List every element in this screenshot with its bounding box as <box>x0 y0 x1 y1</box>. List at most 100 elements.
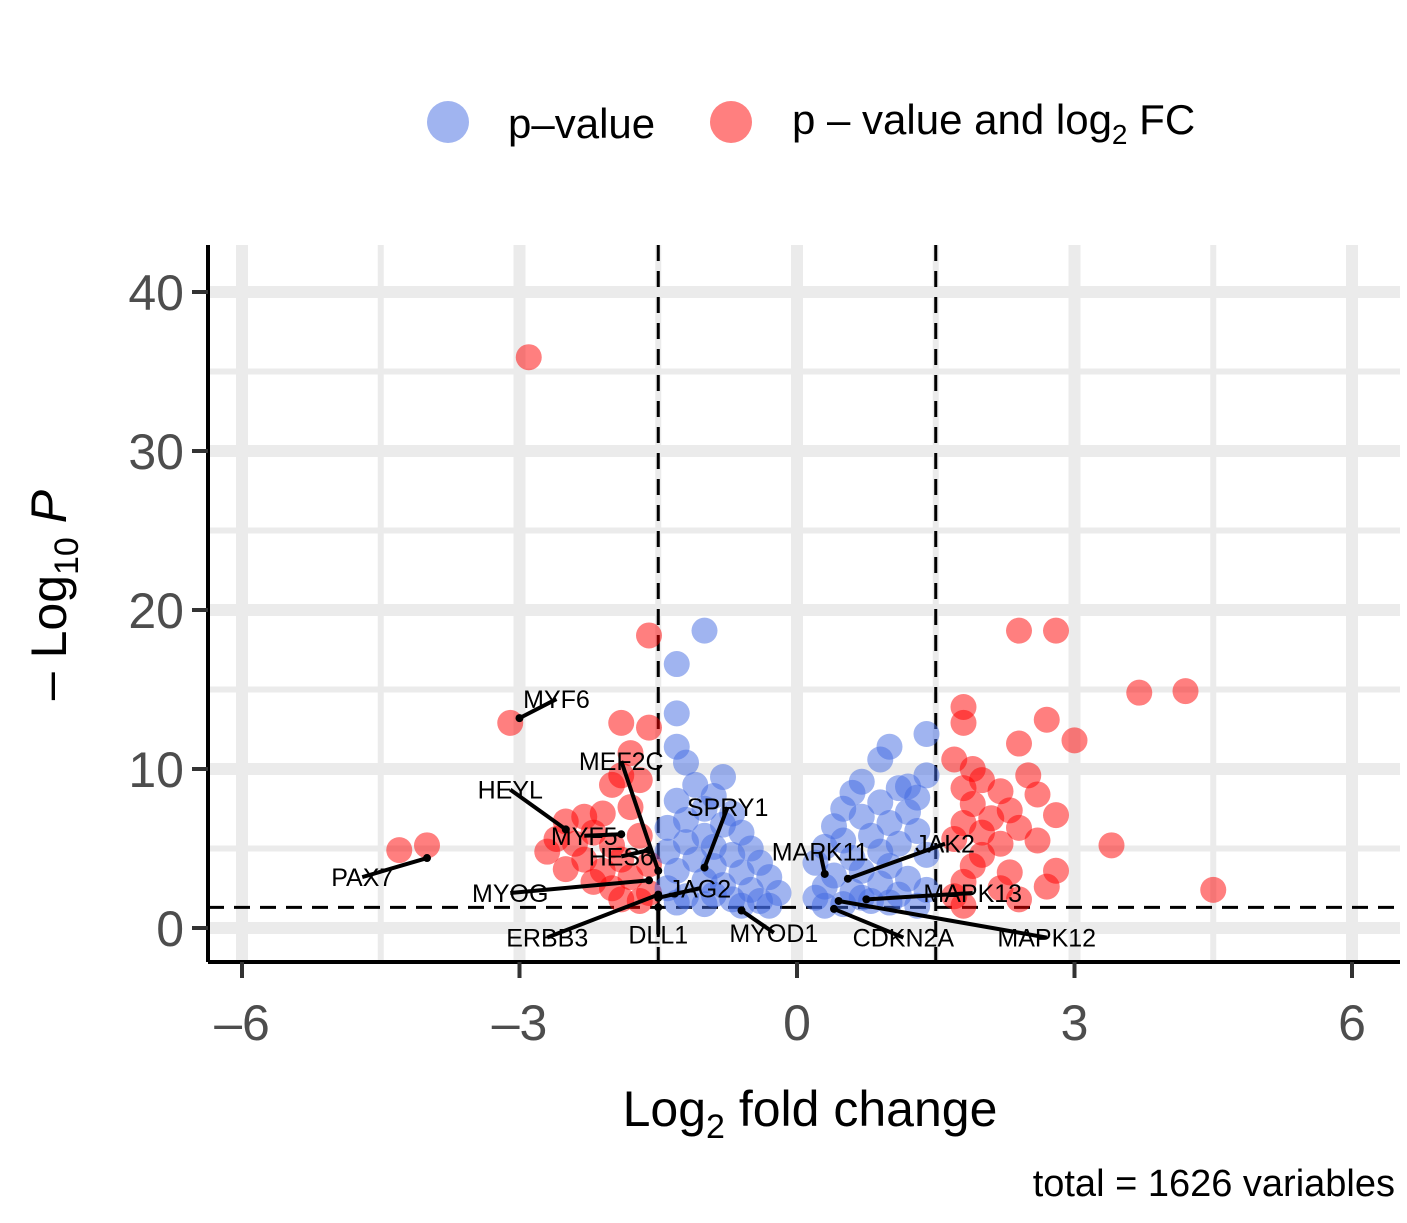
gene-label: MYF6 <box>523 686 590 714</box>
label-connector <box>866 891 973 902</box>
label-anchor-dot <box>843 874 852 883</box>
label-anchor-dot <box>830 904 838 913</box>
point-p-value <box>811 892 838 919</box>
point-p-value-and-fc <box>1006 617 1032 644</box>
point-p-value-and-fc <box>599 771 625 798</box>
point-p-value-and-fc <box>950 892 977 919</box>
x-axis-title: Log2 fold change <box>623 1081 998 1146</box>
point-p-value-and-fc <box>1033 873 1060 900</box>
label-anchor-dot <box>645 876 653 885</box>
x-tick-label: –6 <box>214 995 270 1051</box>
point-p-value-and-fc <box>617 740 644 767</box>
gene-label: PAX7 <box>331 864 393 892</box>
point-p-value <box>691 617 718 644</box>
point-p-value-and-fc <box>1043 617 1069 644</box>
point-p-value-and-fc <box>1172 678 1199 705</box>
label-connectors <box>361 697 1048 940</box>
point-p-value-and-fc <box>1033 706 1060 733</box>
label-connector <box>847 841 946 881</box>
gene-label: DLL1 <box>628 921 688 949</box>
gene-label: JAG2 <box>669 875 732 903</box>
point-p-value <box>867 746 894 773</box>
label-anchor-dot <box>617 830 626 839</box>
point-p-value-and-fc <box>386 837 413 864</box>
label-connector <box>546 892 659 940</box>
label-connector <box>584 832 622 838</box>
point-p-value-and-fc <box>414 832 440 859</box>
gene-label: MEF2C <box>579 748 664 776</box>
label-anchor-dot <box>737 906 746 915</box>
label-anchor-dot <box>515 714 524 723</box>
caption: total = 1626 variables <box>1033 1163 1395 1205</box>
point-p-value-and-fc <box>1006 814 1032 841</box>
point-p-value-and-fc <box>636 714 662 741</box>
label-anchor-dot <box>561 825 570 834</box>
point-p-value-and-fc <box>1024 781 1051 808</box>
legend-label-p-value-and-fc: p – value and log2 FC <box>792 96 1195 150</box>
point-p-value <box>876 810 903 837</box>
gene-label: HES6 <box>589 843 654 871</box>
point-p-value-and-fc <box>941 825 968 852</box>
point-p-value <box>663 700 690 727</box>
point-p-value <box>700 881 727 908</box>
point-p-value-and-fc <box>608 709 635 736</box>
point-p-value-and-fc <box>1126 679 1153 706</box>
gene-label: MYF5 <box>551 823 618 851</box>
point-p-value-and-fc <box>626 767 653 794</box>
point-p-value-and-fc <box>580 868 607 895</box>
point-p-value-and-fc <box>497 709 524 736</box>
point-p-value-and-fc <box>950 709 977 736</box>
label-anchor-dot <box>645 846 653 855</box>
label-anchor-dot <box>862 895 871 904</box>
y-axis-title: – Log10 P <box>21 489 86 700</box>
gene-label: JAK2 <box>915 831 975 859</box>
point-p-value <box>913 721 940 748</box>
label-anchor-dot <box>654 866 663 875</box>
point-p-value <box>756 892 783 919</box>
point-p-value-and-fc <box>1024 827 1051 854</box>
label-connector <box>620 848 650 859</box>
legend-label-p-value: p–value <box>508 100 655 147</box>
label-connector <box>518 697 558 720</box>
point-p-value <box>663 651 690 678</box>
label-connector <box>509 788 567 832</box>
point-p-value-and-fc <box>1061 727 1088 754</box>
legend-key-p-value <box>427 101 469 143</box>
y-tick-label: 30 <box>128 424 184 480</box>
point-p-value-and-fc <box>1200 876 1227 903</box>
label-connector <box>657 886 701 900</box>
label-connector <box>740 908 776 935</box>
label-anchor-dot <box>654 890 663 899</box>
y-tick-label: 20 <box>128 583 184 639</box>
x-tick-label: 3 <box>1061 995 1089 1051</box>
point-p-value-and-fc <box>515 344 542 371</box>
gene-label: MAPK13 <box>923 880 1022 908</box>
gene-label: ERBB3 <box>506 925 588 953</box>
legend: p–value p – value and log2 FC <box>427 96 1195 150</box>
label-connector <box>833 907 905 940</box>
label-connector <box>838 899 1048 940</box>
gene-label: MAPK11 <box>772 839 869 867</box>
label-anchor-dot <box>654 903 663 912</box>
threshold-lines <box>208 245 1400 962</box>
point-p-value-and-fc <box>1043 802 1069 829</box>
x-tick-label: 6 <box>1338 995 1366 1051</box>
gene-label: HEYL <box>478 777 543 805</box>
point-p-value <box>895 773 921 800</box>
y-tick-label: 10 <box>128 742 184 798</box>
point-p-value-and-fc <box>552 856 579 883</box>
label-anchor-dot <box>820 869 829 878</box>
point-p-value-and-fc <box>1006 730 1032 757</box>
gene-label: CDKN2A <box>853 925 955 953</box>
y-tick-label: 0 <box>156 901 184 957</box>
point-p-value <box>904 818 931 845</box>
gene-label: MYOD1 <box>729 920 818 948</box>
data-points <box>386 344 1227 919</box>
point-p-value <box>867 789 894 816</box>
point-p-value <box>728 892 755 919</box>
point-p-value-and-fc <box>1006 886 1032 913</box>
axes: 0 10 20 30 40 –6 –3 0 3 6 Log2 fold change – Log10 … <box>21 245 1400 1146</box>
label-connector <box>702 806 730 869</box>
